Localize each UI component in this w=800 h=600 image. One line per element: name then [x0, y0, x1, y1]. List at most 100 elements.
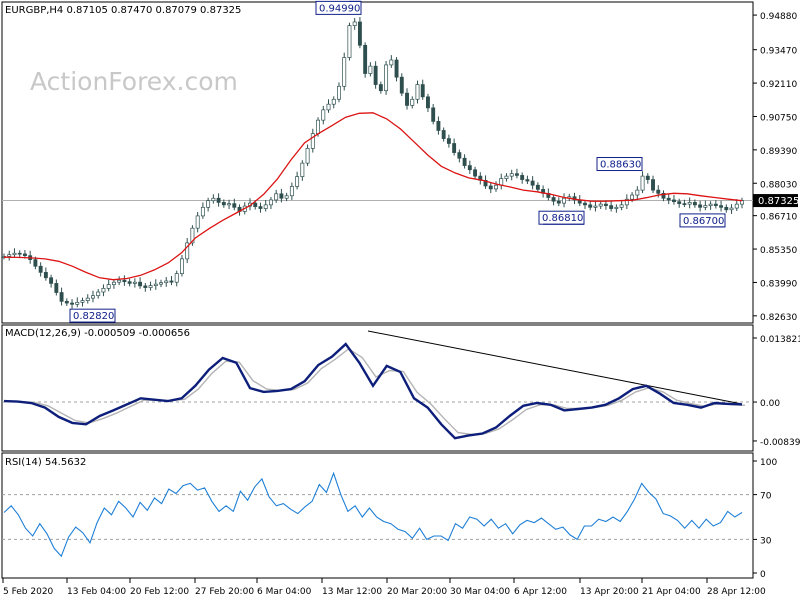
candle-body [598, 203, 603, 207]
candle-body [216, 197, 221, 203]
macd-signal-line [6, 347, 746, 436]
candle-body [719, 205, 724, 208]
candle-body [232, 203, 237, 208]
rsi-tick-label: 100 [760, 458, 777, 468]
candle-body [619, 204, 624, 208]
candle-body [583, 202, 587, 206]
candle-body [326, 103, 331, 111]
candle-body [122, 279, 127, 283]
time-tick-label: 21 Apr 04:00 [642, 587, 701, 597]
annotation-label: 0.94990 [319, 3, 360, 14]
rsi-line [3, 471, 743, 558]
annotation-box [315, 0, 362, 15]
candle-body [206, 200, 211, 208]
candle-body [310, 133, 315, 149]
candle-body [734, 203, 739, 209]
candle-body [43, 272, 48, 279]
candle-body [441, 130, 446, 139]
candle-body [373, 65, 378, 85]
candle-body [289, 186, 294, 197]
candle-body [59, 292, 64, 302]
time-tick-label: 20 Feb 12:00 [130, 587, 189, 597]
candle-body [143, 285, 148, 288]
candle-body [17, 252, 22, 255]
price-annotation: 0.94990 [315, 0, 362, 15]
candle-body [462, 157, 467, 166]
candle-body [431, 107, 436, 122]
price-annotation: 0.88630 [596, 157, 643, 172]
candle-body [111, 281, 116, 285]
candle-body [520, 175, 525, 180]
candle-body [677, 201, 682, 204]
candle-body [692, 202, 697, 206]
candle-body [70, 302, 74, 305]
candle-body [80, 300, 85, 303]
candle-body [221, 202, 226, 206]
candle-body [682, 203, 687, 205]
candle-body [630, 194, 635, 200]
candle-body [405, 92, 409, 106]
candle-body [342, 57, 347, 87]
candle-body [321, 109, 326, 121]
candle-body [279, 193, 284, 199]
candle-body [483, 179, 488, 187]
candle-body [635, 189, 640, 196]
candle-body [12, 252, 17, 256]
candle-body [132, 281, 137, 284]
time-tick-label: 13 Feb 04:00 [67, 587, 126, 597]
candle-body [153, 283, 158, 286]
candle-body [588, 204, 593, 208]
candle-body [593, 205, 598, 208]
candle-body [22, 253, 27, 257]
price-tick-label: 0.82630 [760, 313, 797, 323]
candle-body [295, 176, 300, 187]
candle-body [185, 242, 190, 260]
candle-body [724, 206, 729, 211]
price-annotation: 0.82820 [69, 308, 116, 323]
candle-body [609, 205, 614, 209]
annotation-box [679, 213, 726, 228]
candle-body [85, 297, 90, 301]
time-tick-label: 30 Mar 04:00 [450, 587, 510, 597]
time-tick-label: 13 Mar 12:00 [322, 587, 382, 597]
time-tick-label: 6 Mar 04:00 [257, 587, 312, 597]
candle-body [258, 206, 263, 209]
annotation-label: 0.86810 [542, 213, 583, 224]
candle-body [504, 175, 509, 179]
time-tick-label: 13 Apr 20:00 [580, 587, 639, 597]
rsi-title: RSI(14) 54.5632 [5, 457, 86, 468]
candle-body [300, 162, 305, 177]
candle-body [645, 175, 650, 180]
candle-body [33, 259, 38, 267]
time-tick-label: 5 Feb 2020 [3, 587, 54, 597]
rsi-tick-label: 30 [760, 536, 772, 546]
candle-body [174, 273, 179, 283]
price-tick-label: 0.85350 [760, 246, 797, 256]
candle-body [363, 44, 368, 74]
candle-body [337, 85, 341, 100]
candle-body [729, 207, 734, 211]
candle-body [64, 300, 69, 304]
symbol-quote-line: EURGBP,H4 0.87105 0.87470 0.87079 0.8732… [5, 5, 241, 16]
candle-body [263, 204, 268, 209]
candle-body [708, 203, 713, 206]
candle-body [713, 203, 718, 206]
candle-body [703, 205, 708, 208]
candle-body [180, 258, 184, 274]
current-price-tag: 0.87325 [753, 194, 799, 208]
candle-body [106, 284, 111, 289]
candle-body [666, 197, 671, 201]
candle-body [535, 184, 540, 190]
candle-body [514, 173, 519, 176]
rsi-tick-label: 0 [760, 570, 766, 580]
candle-body [357, 21, 362, 46]
candle-body [509, 173, 514, 177]
candle-body [148, 285, 153, 288]
candle-body [614, 206, 619, 209]
candle-body [661, 192, 666, 199]
candle-body [473, 169, 478, 177]
candle-body [284, 195, 289, 199]
macd-panel [1, 324, 754, 452]
rsi-tick-label: 70 [760, 492, 772, 502]
